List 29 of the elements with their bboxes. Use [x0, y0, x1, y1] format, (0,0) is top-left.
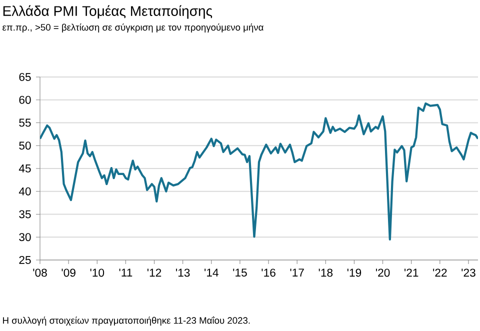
x-tick-label: '20 — [376, 268, 390, 277]
x-tick-label: '16 — [262, 268, 276, 277]
x-tick-label: '22 — [433, 268, 447, 277]
x-tick-label: '23 — [462, 268, 476, 277]
x-tick-label: '19 — [347, 268, 362, 277]
y-tick-label: 55 — [19, 118, 31, 127]
chart-title: Ελλάδα PMI Τομέας Μεταποίησης — [3, 5, 212, 19]
x-tick-label: '13 — [176, 268, 190, 277]
y-tick-label: 35 — [19, 210, 31, 218]
text: Η συλλογή στοιχείων πραγματοποιήθηκε 11-23 Μαΐου 2023. — [3, 316, 250, 326]
chart-subtitle: επ.πρ., >50 = βελτίωση σε σύγκριση με τον προηγούμενο μήνα — [2, 24, 264, 32]
x-tick-label: '15 — [233, 268, 247, 277]
y-tick-label: 65 — [19, 72, 31, 81]
y-tick-label: 50 — [19, 142, 31, 150]
y-tick-label: 30 — [19, 233, 31, 242]
x-tick-label: '18 — [318, 268, 333, 277]
line-series — [40, 102, 478, 240]
x-tick-label: '12 — [147, 268, 162, 277]
y-tick-label: 45 — [18, 164, 31, 172]
x-tick-label: '08 — [33, 268, 47, 277]
x-tick-label: '11 — [119, 268, 132, 276]
x-tick-label: '10 — [90, 268, 104, 277]
x-tick-label: '09 — [62, 268, 76, 277]
x-tick-label: '17 — [290, 268, 304, 276]
y-tick-label: 40 — [18, 187, 31, 196]
y-tick-label: 60 — [19, 96, 31, 104]
y-tick-label: 25 — [19, 256, 31, 264]
x-tick-label: '14 — [204, 268, 218, 276]
x-tick-label: '21 — [404, 268, 418, 277]
